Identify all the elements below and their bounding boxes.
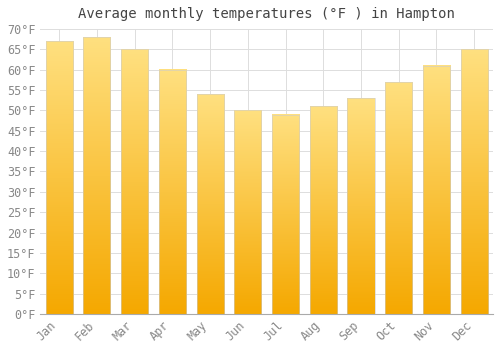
- Bar: [234, 111, 262, 314]
- Bar: [121, 49, 148, 314]
- Bar: [272, 114, 299, 314]
- Bar: [460, 49, 488, 314]
- Bar: [385, 82, 412, 314]
- Bar: [159, 70, 186, 314]
- Bar: [46, 41, 73, 314]
- Bar: [348, 98, 374, 314]
- Bar: [196, 94, 224, 314]
- Bar: [310, 106, 337, 314]
- Bar: [84, 37, 110, 314]
- Bar: [423, 66, 450, 314]
- Title: Average monthly temperatures (°F ) in Hampton: Average monthly temperatures (°F ) in Ha…: [78, 7, 455, 21]
